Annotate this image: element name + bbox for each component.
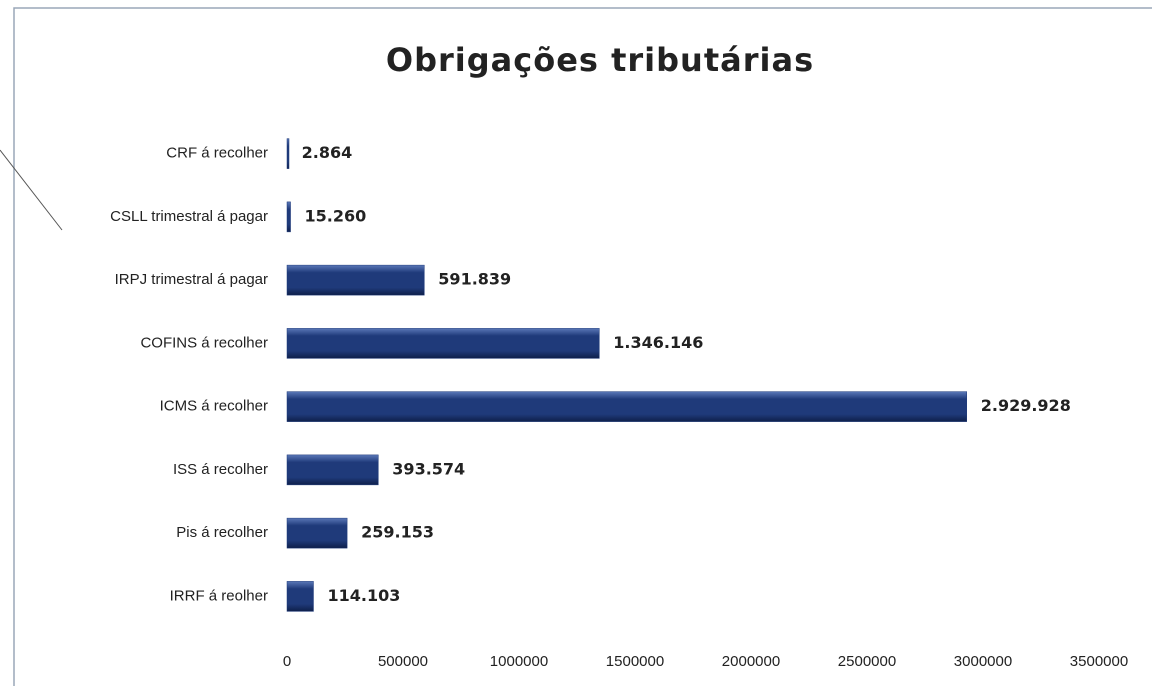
bar <box>286 391 967 422</box>
y-tick-label: IRRF á reolher <box>170 587 268 604</box>
y-tick-label: CRF á recolher <box>166 145 268 162</box>
bar <box>286 264 425 296</box>
value-label: 393.574 <box>392 459 465 478</box>
bar <box>286 454 379 486</box>
bar <box>286 581 314 612</box>
x-tick-label: 0 <box>283 653 291 670</box>
x-tick-label: 3000000 <box>954 653 1012 670</box>
bar <box>286 201 291 233</box>
x-tick-label: 500000 <box>378 653 428 670</box>
x-tick-label: 3500000 <box>1070 653 1128 670</box>
connector-line <box>0 149 63 231</box>
y-tick-label: IRPJ trimestral á pagar <box>115 271 268 288</box>
value-label: 114.103 <box>327 586 400 605</box>
bar <box>286 138 290 169</box>
y-tick-label: Pis á recolher <box>176 524 268 541</box>
value-label: 15.260 <box>305 206 367 225</box>
y-tick-label: CSLL trimestral á pagar <box>110 208 268 225</box>
value-label: 2.929.928 <box>981 396 1071 415</box>
value-label: 259.153 <box>361 523 434 542</box>
y-tick-label: ICMS á recolher <box>160 398 268 415</box>
x-tick-label: 1000000 <box>490 653 548 670</box>
bar <box>286 328 600 359</box>
value-label: 1.346.146 <box>613 333 703 352</box>
value-label: 591.839 <box>438 270 511 289</box>
bar <box>286 517 348 549</box>
value-label: 2.864 <box>302 143 353 162</box>
chart-title: Obrigações tributárias <box>386 41 814 79</box>
x-tick-label: 2500000 <box>838 653 896 670</box>
x-tick-label: 2000000 <box>722 653 780 670</box>
x-tick-label: 1500000 <box>606 653 664 670</box>
y-tick-label: COFINS á recolher <box>140 334 268 351</box>
y-tick-label: ISS á recolher <box>173 461 268 478</box>
